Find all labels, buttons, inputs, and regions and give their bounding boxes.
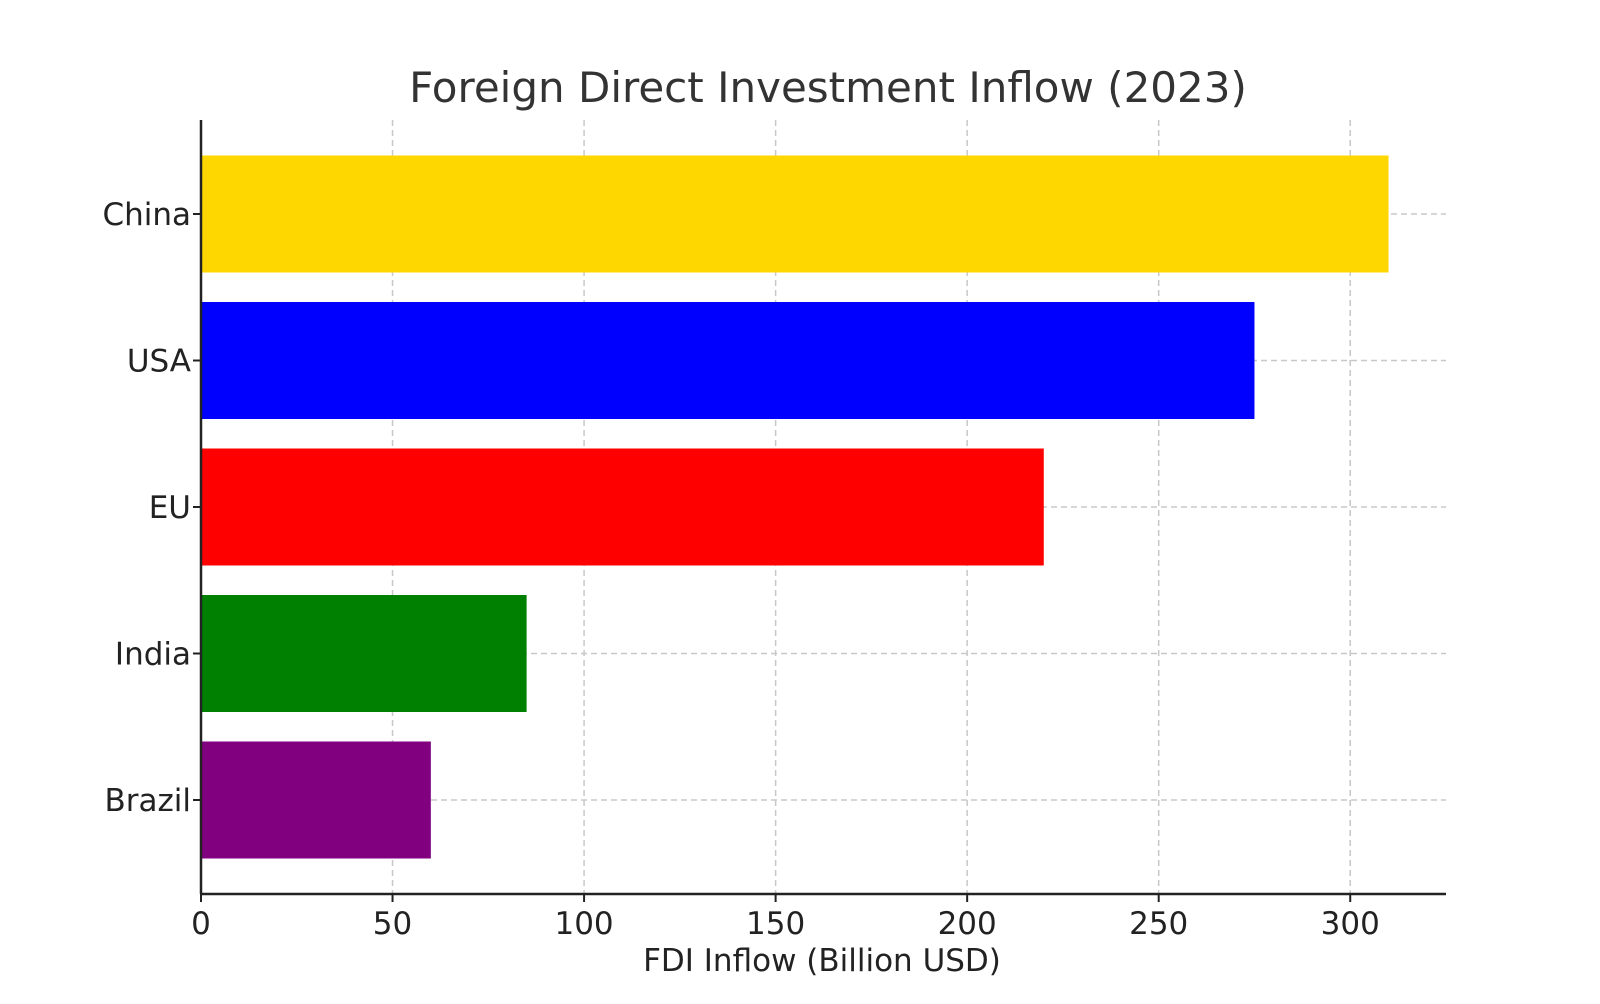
- x-tick-label: 250: [1129, 906, 1188, 942]
- x-tick-label: 200: [938, 906, 997, 942]
- chart-title: Foreign Direct Investment Inflow (2023): [409, 63, 1247, 112]
- x-tick-label: 100: [554, 906, 613, 942]
- x-tick-label: 300: [1321, 906, 1380, 942]
- category-label-india: India: [115, 637, 191, 673]
- category-label-usa: USA: [127, 344, 191, 380]
- bar-eu: [201, 448, 1044, 566]
- x-tick-label: 150: [746, 906, 805, 942]
- bar-brazil: [201, 741, 431, 859]
- x-tick-label: 50: [373, 906, 412, 942]
- bar-india: [201, 595, 527, 712]
- bar-usa: [201, 302, 1255, 419]
- category-label-brazil: Brazil: [104, 783, 191, 819]
- x-tick-label: 0: [191, 906, 211, 942]
- category-label-eu: EU: [149, 490, 191, 526]
- bar-china: [201, 155, 1389, 273]
- tick-labels: 0 50 100 150 200 250 300 China USA EU India Brazil: [102, 197, 1379, 942]
- x-axis-label: FDI Inflow (Billion USD): [643, 943, 1001, 979]
- bars: [201, 155, 1389, 859]
- category-label-china: China: [102, 197, 191, 233]
